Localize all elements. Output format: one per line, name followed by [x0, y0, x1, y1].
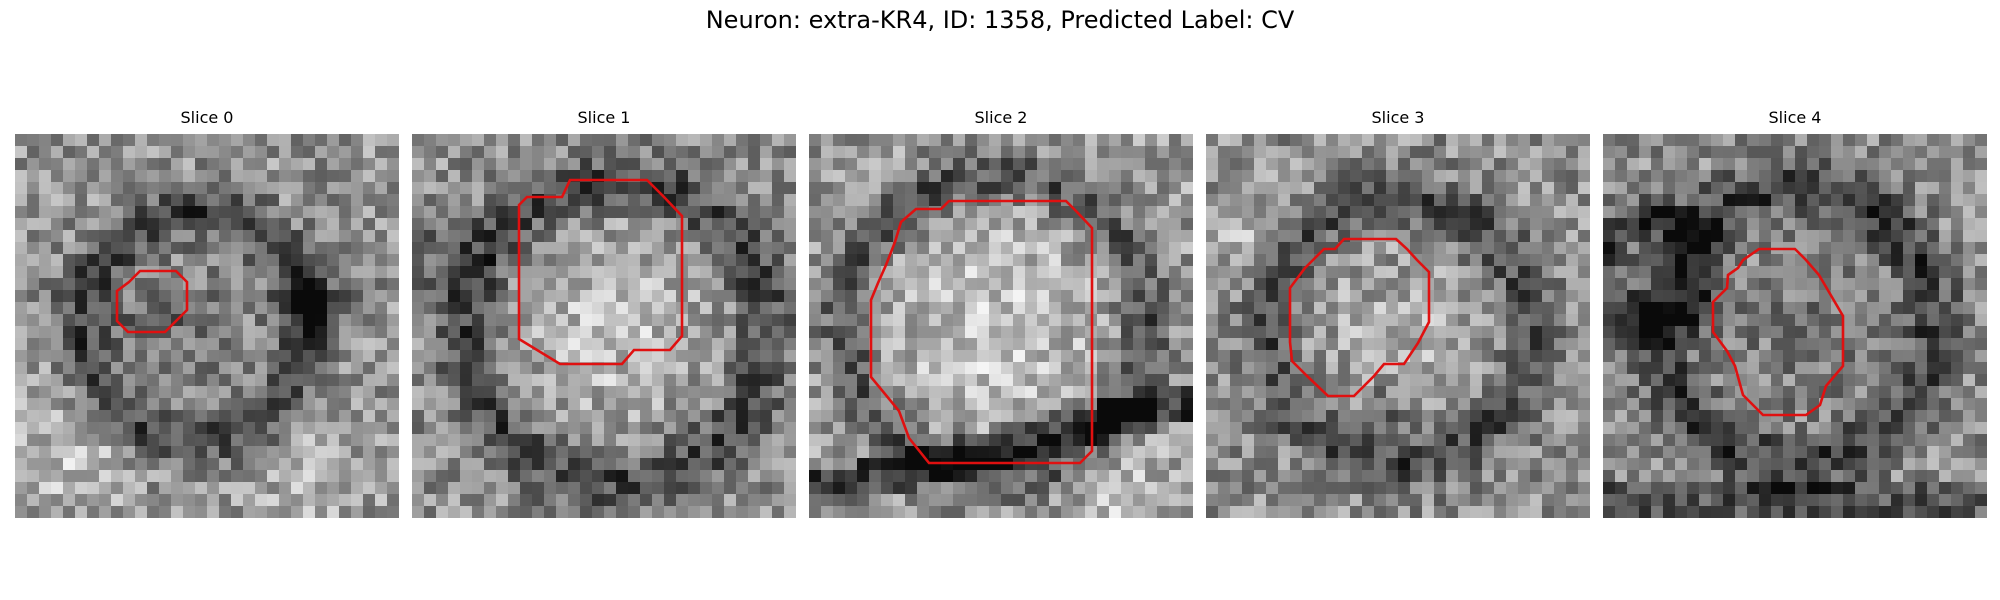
slice-3-image	[1206, 134, 1590, 518]
neuron-contour-0	[115, 269, 189, 334]
slice-1-title: Slice 1	[577, 108, 631, 127]
neuron-contour-2	[869, 199, 1094, 465]
slice-4-image	[1603, 134, 1987, 518]
figure-title: Neuron: extra-KR4, ID: 1358, Predicted L…	[705, 6, 1295, 34]
slice-3-title: Slice 3	[1371, 108, 1425, 127]
slice-2-image	[809, 134, 1193, 518]
slice-0-image	[15, 134, 399, 518]
neuron-contour-1	[517, 178, 684, 366]
neuron-contour-3	[1288, 237, 1431, 398]
slice-1-image	[412, 134, 796, 518]
slice-4-title: Slice 4	[1768, 108, 1822, 127]
slice-2-title: Slice 2	[974, 108, 1028, 127]
neuron-contour-4	[1711, 247, 1845, 417]
slice-0-title: Slice 0	[180, 108, 234, 127]
